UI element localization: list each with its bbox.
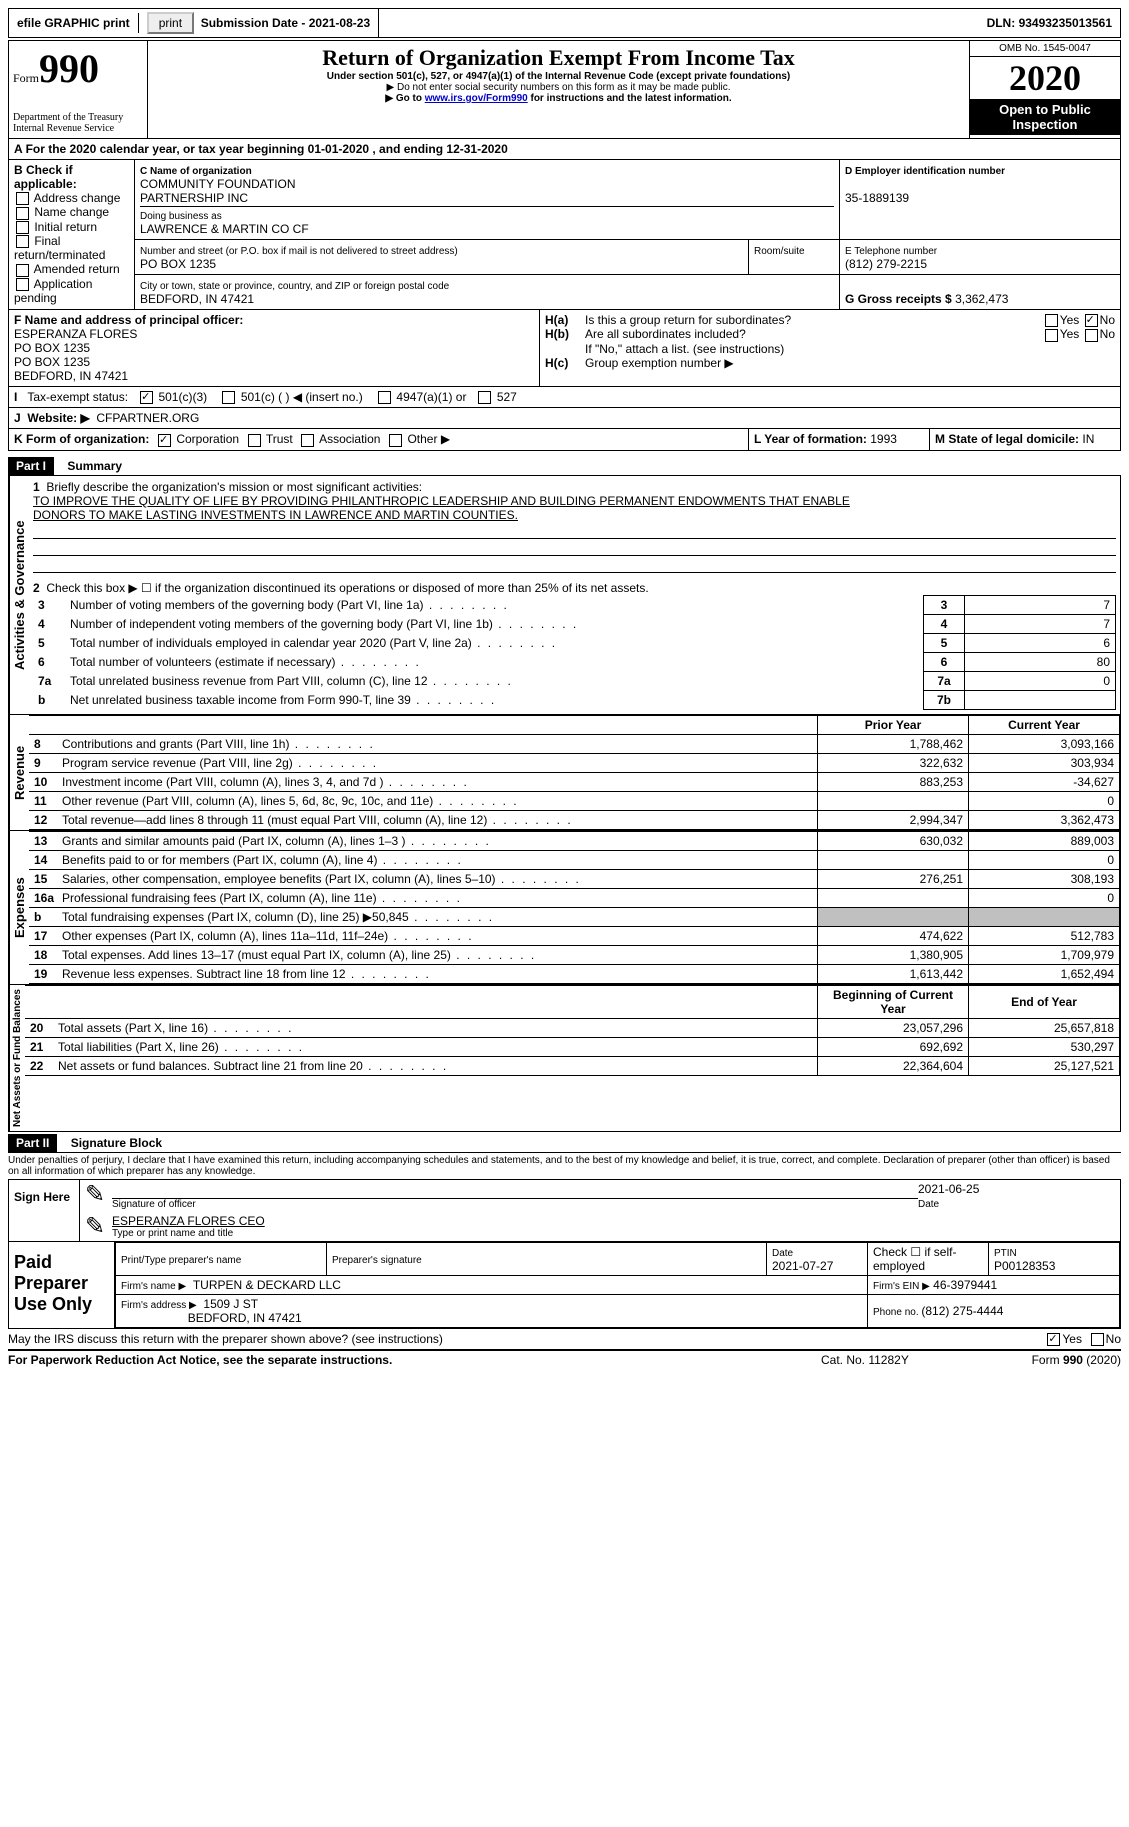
- irs-link[interactable]: www.irs.gov/Form990: [425, 93, 528, 104]
- checkbox-ha-no[interactable]: [1085, 314, 1098, 327]
- net-assets-table: Beginning of Current YearEnd of Year 20T…: [25, 985, 1120, 1076]
- checkbox-final-return[interactable]: Final return/terminated: [14, 234, 129, 262]
- checkbox-527[interactable]: [478, 391, 491, 404]
- mission-line2: DONORS TO MAKE LASTING INVESTMENTS IN LA…: [33, 508, 1116, 522]
- mission-line1: TO IMPROVE THE QUALITY OF LIFE BY PROVID…: [33, 494, 1116, 508]
- form-header: Form990 Department of the Treasury Inter…: [8, 40, 1121, 139]
- period-line: A For the 2020 calendar year, or tax yea…: [8, 139, 1121, 160]
- ein: 35-1889139: [845, 191, 909, 205]
- checkbox-address-change[interactable]: Address change: [14, 191, 129, 205]
- sidelabel-expenses: Expenses: [9, 831, 29, 984]
- sidelabel-governance: Activities & Governance: [9, 476, 29, 714]
- part2-header: Part II: [8, 1134, 57, 1152]
- revenue-table: Prior YearCurrent Year 8Contributions an…: [29, 715, 1120, 830]
- top-bar: efile GRAPHIC print print Submission Dat…: [8, 8, 1121, 38]
- checkbox-501c[interactable]: [222, 391, 235, 404]
- checkbox-corporation[interactable]: [158, 434, 171, 447]
- gross-receipts: 3,362,473: [955, 292, 1008, 306]
- checkbox-hb-no[interactable]: [1085, 329, 1098, 342]
- checkbox-trust[interactable]: [248, 434, 261, 447]
- sidelabel-revenue: Revenue: [9, 715, 29, 830]
- part1-header: Part I: [8, 457, 54, 475]
- paid-preparer-label: Paid Preparer Use Only: [9, 1242, 114, 1328]
- tax-year: 2020: [970, 57, 1120, 99]
- pen-icon: ✎: [80, 1212, 110, 1241]
- checkbox-ha-yes[interactable]: [1045, 314, 1058, 327]
- checkbox-name-change[interactable]: Name change: [14, 205, 129, 219]
- expenses-table: 13Grants and similar amounts paid (Part …: [29, 831, 1120, 984]
- checkbox-application-pending[interactable]: Application pending: [14, 277, 129, 305]
- checkbox-hb-yes[interactable]: [1045, 329, 1058, 342]
- phone: (812) 279-2215: [845, 257, 927, 271]
- efile-label: efile GRAPHIC print: [9, 13, 139, 33]
- checkbox-discuss-yes[interactable]: [1047, 1333, 1060, 1346]
- print-button[interactable]: print: [147, 12, 194, 34]
- checkbox-initial-return[interactable]: Initial return: [14, 220, 129, 234]
- submission-cell: print Submission Date - 2021-08-23: [139, 9, 379, 37]
- checkbox-amended[interactable]: Amended return: [14, 262, 129, 276]
- checkbox-501c3[interactable]: [140, 391, 153, 404]
- checkbox-4947[interactable]: [378, 391, 391, 404]
- form-number: 990: [39, 46, 99, 91]
- pen-icon: ✎: [80, 1180, 110, 1212]
- checkbox-discuss-no[interactable]: [1091, 1333, 1104, 1346]
- officer-name: ESPERANZA FLORES CEO: [112, 1214, 1118, 1228]
- sidelabel-net-assets: Net Assets or Fund Balances: [9, 985, 25, 1131]
- checkbox-association[interactable]: [301, 434, 314, 447]
- form-title: Return of Organization Exempt From Incom…: [152, 45, 965, 71]
- entity-block: B Check if applicable: Address change Na…: [8, 160, 1121, 310]
- website: CFPARTNER.ORG: [96, 411, 199, 425]
- sign-here-label: Sign Here: [9, 1180, 79, 1241]
- dln-cell: DLN: 93493235013561: [979, 13, 1120, 33]
- checkbox-other[interactable]: [389, 434, 402, 447]
- governance-table: 3Number of voting members of the governi…: [33, 595, 1116, 710]
